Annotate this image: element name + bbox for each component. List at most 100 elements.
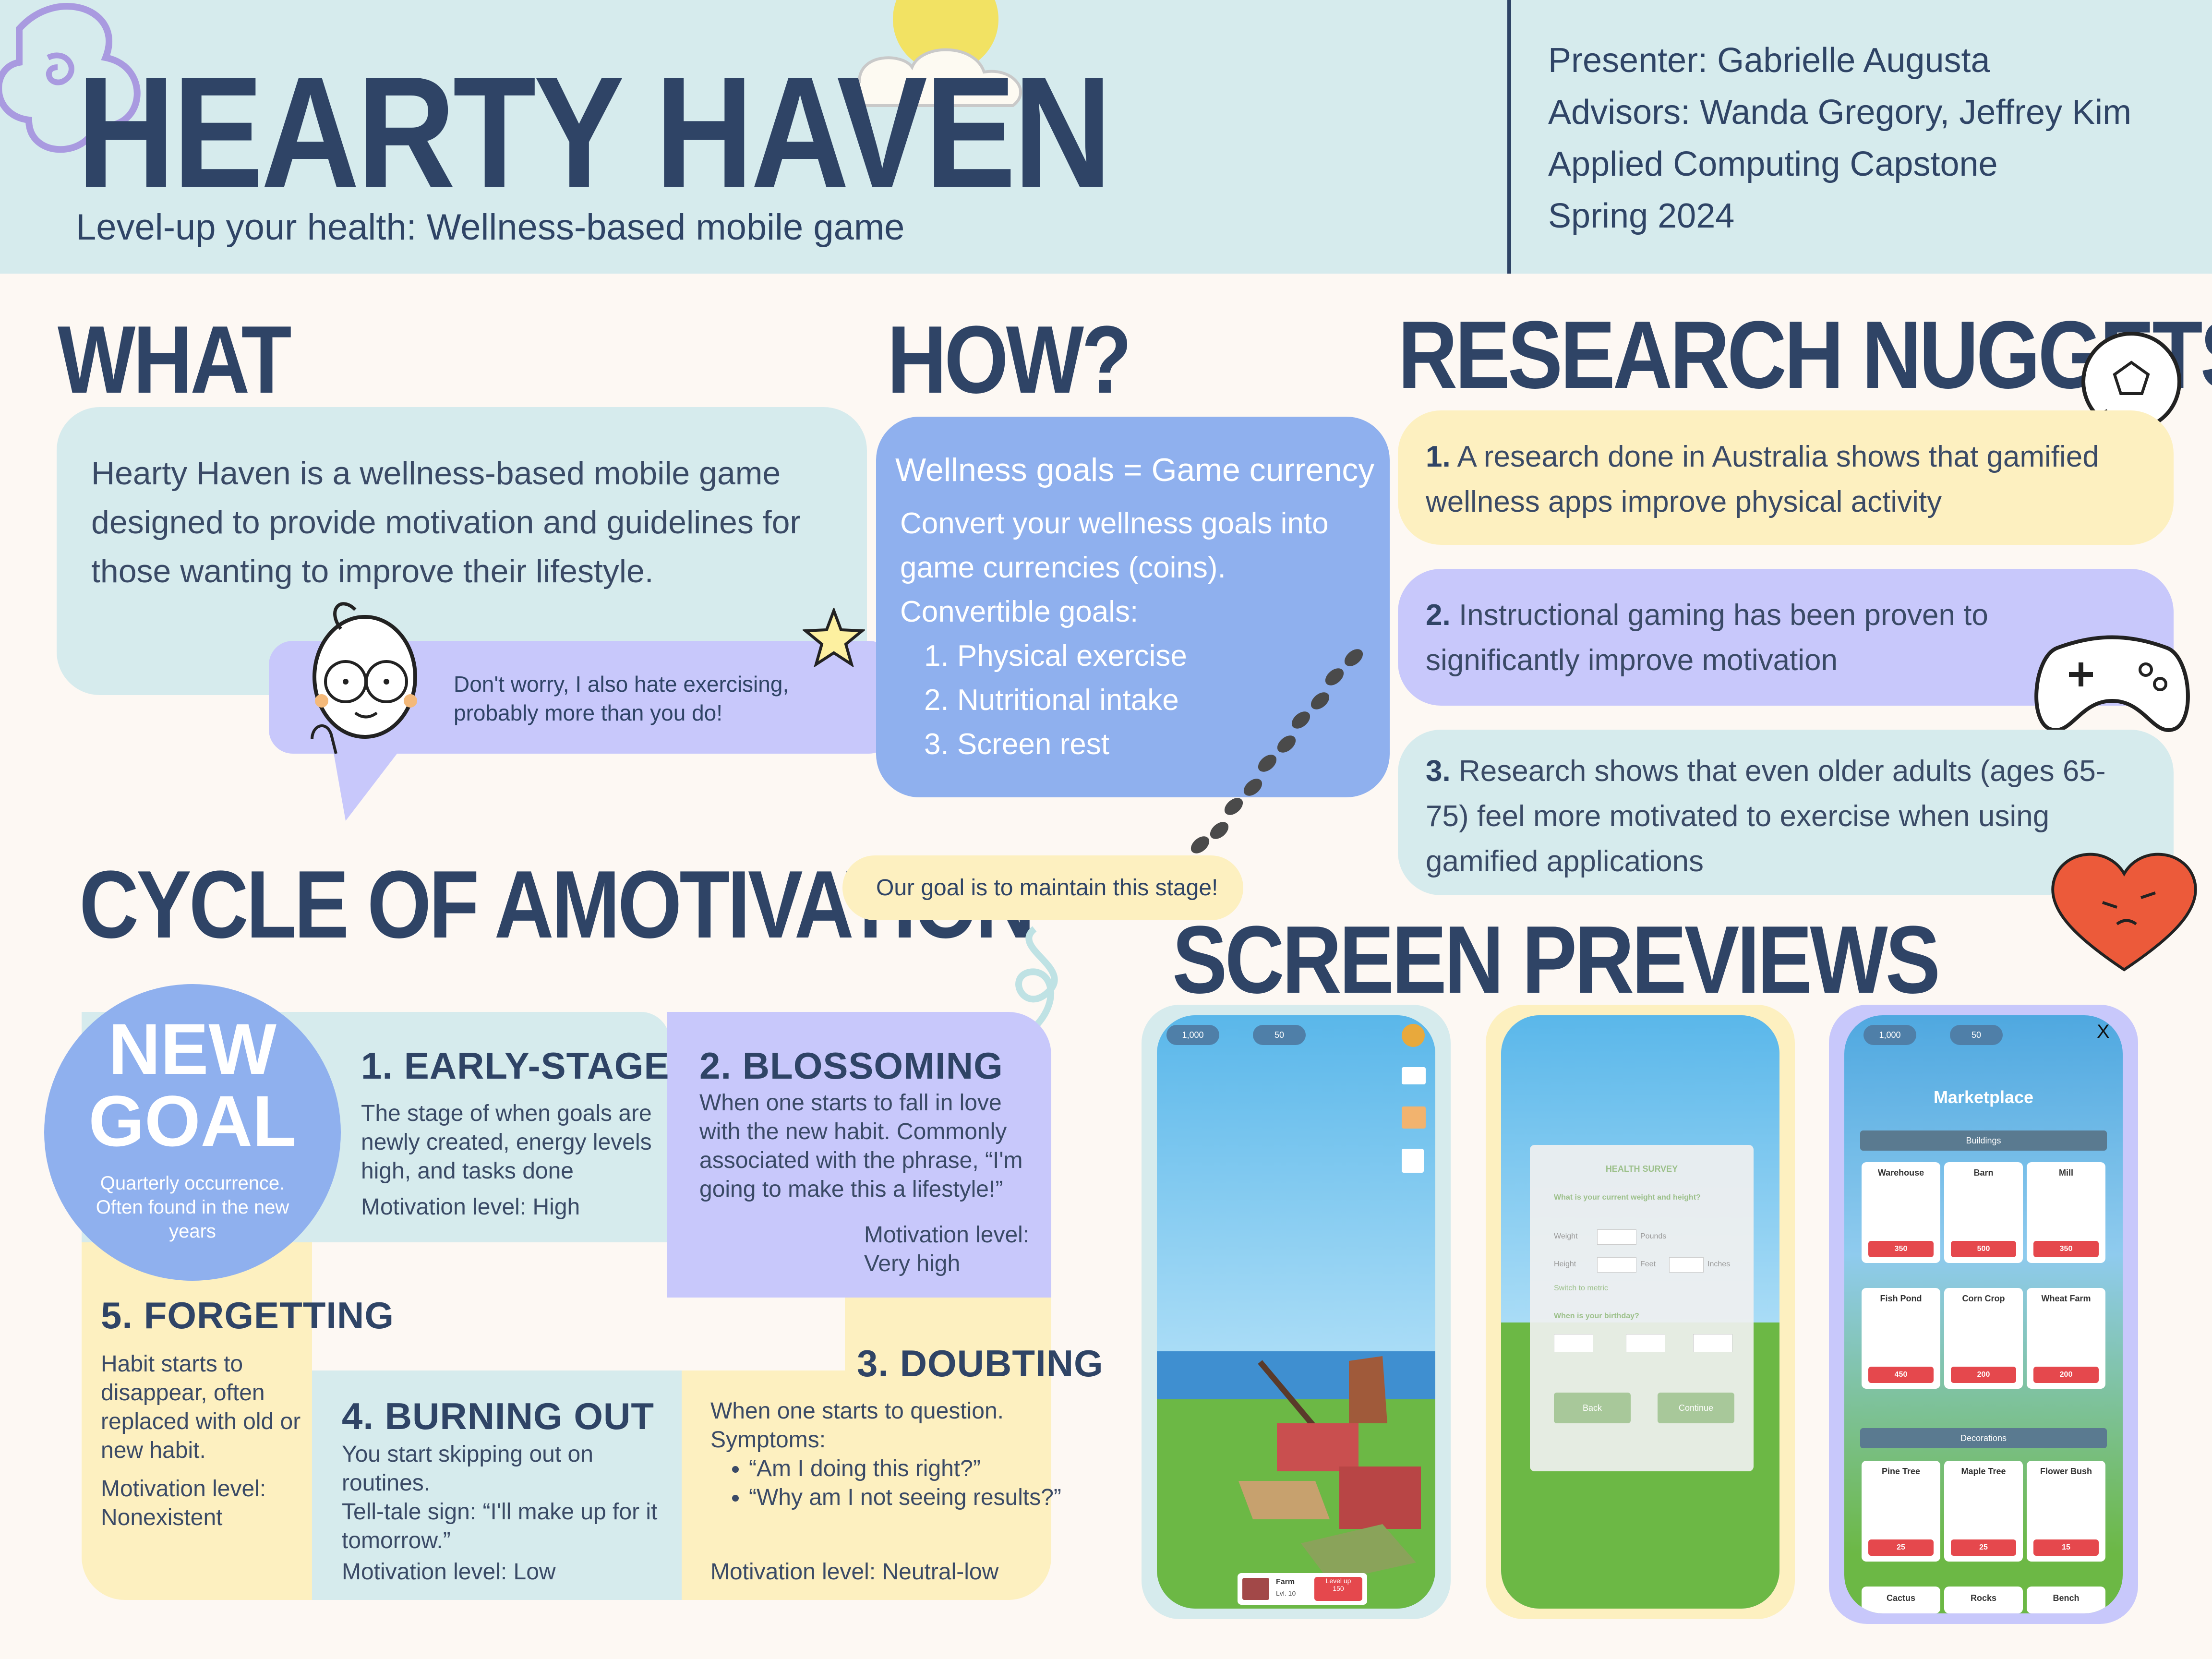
item-name: Corn Crop xyxy=(1962,1294,2005,1303)
farm-level-card[interactable]: Farm Lvl. 10 Level up 150 xyxy=(1238,1573,1367,1605)
market-item[interactable]: Mill 350 xyxy=(2027,1162,2105,1263)
goal-item: 3. Screen rest xyxy=(924,728,1109,761)
item-name: Wheat Farm xyxy=(2041,1294,2091,1303)
market-item[interactable]: Bench xyxy=(2027,1587,2105,1613)
research-heading: RESEARCH NUGGETS xyxy=(1398,301,2212,409)
shop-icon[interactable] xyxy=(1402,1106,1426,1129)
height-label: Height xyxy=(1554,1260,1576,1268)
feet-label: Feet xyxy=(1640,1260,1656,1268)
character-face-icon xyxy=(311,602,417,754)
market-item[interactable]: Flower Bush 15 xyxy=(2027,1461,2105,1562)
item-price: 200 xyxy=(2033,1367,2099,1383)
forgetting-text: Habit starts to disappear, often replace… xyxy=(101,1351,301,1463)
burning-out-text: You start skipping out on routines. xyxy=(342,1442,593,1496)
coins-pill: 1,000 xyxy=(1863,1025,1916,1045)
item-name: Rocks xyxy=(1970,1593,1997,1603)
research-item-2: 2. Instructional gaming has been proven … xyxy=(1426,593,2059,683)
forgetting-motivation: Motivation level: Nonexistent xyxy=(101,1476,266,1530)
back-button[interactable]: Back xyxy=(1554,1393,1631,1423)
new-goal-text: Quarterly occurrence. Often found in the… xyxy=(96,1173,289,1242)
item-name: Mill xyxy=(2059,1168,2073,1178)
how-card-body: Convert your wellness goals into game cu… xyxy=(900,502,1375,767)
survey-title: HEALTH SURVEY xyxy=(1605,1164,1678,1174)
profile-avatar[interactable] xyxy=(1402,1024,1425,1047)
market-item[interactable]: Barn 500 xyxy=(1944,1162,2023,1263)
farm-label: Farm xyxy=(1276,1578,1295,1586)
farm-level: Lvl. 10 xyxy=(1276,1589,1296,1597)
item-name: Bench xyxy=(2053,1593,2080,1603)
switch-metric-link[interactable]: Switch to metric xyxy=(1554,1284,1608,1292)
flower-doodle-icon xyxy=(0,3,141,153)
feet-input[interactable] xyxy=(1597,1257,1636,1273)
presenter-line: Presenter: Gabrielle Augusta xyxy=(1548,41,1990,80)
market-item[interactable]: Rocks xyxy=(1944,1587,2023,1613)
market-item[interactable]: Wheat Farm 200 xyxy=(2027,1288,2105,1389)
game-controller-icon xyxy=(2034,635,2190,732)
market-item[interactable]: Cactus xyxy=(1862,1587,1940,1613)
market-screen-frame: 1,000 50 X Marketplace Buildings Warehou… xyxy=(1829,1005,2138,1624)
star-icon xyxy=(803,608,865,667)
market-item[interactable]: Pine Tree 25 xyxy=(1862,1461,1940,1562)
research-num: 2. xyxy=(1426,599,1451,632)
pounds-label: Pounds xyxy=(1640,1232,1667,1240)
advisors-line: Advisors: Wanda Gregory, Jeffrey Kim xyxy=(1548,93,2132,132)
new-goal-circle xyxy=(44,984,341,1281)
item-price: 450 xyxy=(1868,1367,1934,1383)
level-up-label: Level up xyxy=(1325,1577,1351,1585)
mail-icon[interactable] xyxy=(1402,1067,1426,1084)
survey-screen: HEALTH SURVEY What is your current weigh… xyxy=(1501,1015,1779,1609)
doubting-title: 3. DOUBTING xyxy=(857,1342,1104,1384)
how-intro: Convert your wellness goals into game cu… xyxy=(900,507,1329,584)
goals-list: 1. Physical exercise 2. Nutritional inta… xyxy=(900,634,1375,767)
inches-input[interactable] xyxy=(1669,1257,1704,1273)
market-item[interactable]: Fish Pond 450 xyxy=(1862,1288,1940,1389)
item-name: Flower Bush xyxy=(2040,1467,2092,1476)
previews-heading: SCREEN PREVIEWS xyxy=(1172,906,1940,1013)
blossoming-text: When one starts to fall in love with the… xyxy=(699,1090,1023,1202)
heart-face-icon xyxy=(2051,853,2197,972)
birth-year-input[interactable] xyxy=(1693,1334,1732,1352)
item-price: 200 xyxy=(1951,1367,2016,1383)
research-text: Research shows that even older adults (a… xyxy=(1426,755,2106,878)
weight-input[interactable] xyxy=(1597,1229,1636,1245)
survey-q1: What is your current weight and height? xyxy=(1554,1193,1701,1202)
new-goal-title: NEW GOAL xyxy=(44,1013,341,1157)
research-text: Instructional gaming has been proven to … xyxy=(1426,599,1988,677)
research-num: 1. xyxy=(1426,440,1451,473)
burning-out-motivation: Motivation level: Low xyxy=(342,1559,556,1585)
blossoming-title: 2. BLOSSOMING xyxy=(699,1045,1003,1087)
goal-item: 1. Physical exercise xyxy=(924,639,1187,673)
poster-subtitle: Level-up your health: Wellness-based mob… xyxy=(76,207,905,248)
gems-pill: 50 xyxy=(1950,1025,2003,1045)
header-band xyxy=(0,0,2212,274)
continue-button[interactable]: Continue xyxy=(1658,1393,1734,1423)
research-item-1: 1. A research done in Australia shows th… xyxy=(1426,434,2146,525)
item-price: 25 xyxy=(1868,1539,1934,1556)
market-title: Marketplace xyxy=(1933,1087,2034,1107)
market-item[interactable]: Warehouse 350 xyxy=(1862,1162,1940,1263)
new-goal-title-2: GOAL xyxy=(88,1081,297,1161)
market-item[interactable]: Corn Crop 200 xyxy=(1944,1288,2023,1389)
birth-day-input[interactable] xyxy=(1626,1334,1665,1352)
burning-out-sign: Tell-tale sign: “I'll make up for it tom… xyxy=(342,1499,658,1553)
market-item[interactable]: Maple Tree 25 xyxy=(1944,1461,2023,1562)
forgetting-box xyxy=(82,1242,312,1600)
what-heading: WHAT xyxy=(58,306,292,413)
level-up-cost: 150 xyxy=(1333,1585,1344,1592)
burning-out-title: 4. BURNING OUT xyxy=(342,1395,655,1437)
health-survey-dialog: HEALTH SURVEY What is your current weigh… xyxy=(1530,1145,1754,1471)
farm-screen-frame: 1,000 50 Farm Lvl. 10 Level up 150 xyxy=(1142,1005,1451,1619)
inches-label: Inches xyxy=(1707,1260,1731,1268)
birth-month-input[interactable] xyxy=(1554,1334,1593,1352)
farm-screen: 1,000 50 Farm Lvl. 10 Level up 150 xyxy=(1157,1015,1435,1609)
level-up-button[interactable]: Level up 150 xyxy=(1314,1577,1362,1601)
symptom-item: “Why am I not seeing results?” xyxy=(749,1483,1080,1512)
item-price: 500 xyxy=(1951,1241,2016,1257)
coins-pill: 1,000 xyxy=(1166,1025,1219,1045)
research-item-3: 3. Research shows that even older adults… xyxy=(1426,749,2146,884)
list-icon[interactable] xyxy=(1402,1149,1424,1173)
footprints-icon xyxy=(1190,649,1363,854)
market-screen: 1,000 50 X Marketplace Buildings Warehou… xyxy=(1844,1015,2123,1613)
gems-pill: 50 xyxy=(1253,1025,1306,1045)
close-icon[interactable]: X xyxy=(2097,1021,2110,1042)
